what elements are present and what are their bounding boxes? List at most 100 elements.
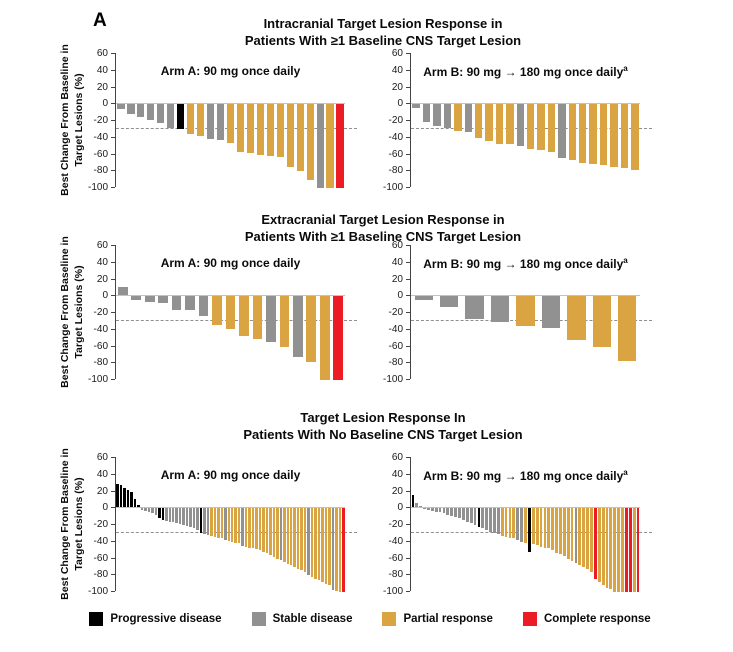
waterfall-bar — [473, 508, 477, 525]
y-tick-label: 60 — [96, 452, 108, 463]
waterfall-bar — [239, 296, 249, 337]
waterfall-bar — [438, 508, 442, 513]
arm-label: Arm B: 90 mg → 180 mg once dailya — [411, 256, 640, 271]
waterfall-bar — [504, 508, 508, 537]
waterfall-bar — [427, 508, 430, 510]
waterfall-bar — [342, 508, 345, 592]
waterfall-bar — [144, 508, 147, 511]
waterfall-bar — [310, 508, 314, 577]
waterfall-bar — [130, 492, 133, 508]
y-tick-mark — [111, 507, 115, 509]
waterfall-bar — [414, 296, 433, 301]
y-tick-label: 0 — [397, 290, 403, 302]
waterfall-bar — [609, 508, 613, 590]
y-tick-label: -80 — [388, 165, 403, 177]
waterfall-bar — [151, 508, 154, 514]
waterfall-bar — [196, 508, 199, 531]
y-tick-mark — [111, 362, 115, 364]
waterfall-bar — [506, 104, 514, 145]
y-tick-mark — [111, 473, 115, 475]
waterfall-bar — [589, 104, 597, 164]
waterfall-bar — [289, 508, 293, 566]
y-tick-label: -80 — [388, 569, 403, 581]
arm-label-superscript: a — [623, 256, 628, 265]
waterfall-bar — [158, 508, 161, 519]
arm-label-superscript: a — [623, 468, 628, 477]
waterfall-bar — [127, 104, 135, 115]
waterfall-bar — [144, 296, 155, 303]
zero-baseline — [116, 295, 345, 297]
waterfall-bar — [625, 508, 628, 592]
waterfall-bar — [168, 508, 171, 522]
waterfall-bar — [485, 508, 489, 531]
y-tick-mark — [406, 490, 410, 492]
waterfall-bar — [490, 296, 510, 323]
y-tick-mark — [406, 187, 410, 188]
y-tick-label: -20 — [388, 519, 403, 530]
legend-item: Complete response — [522, 612, 651, 626]
waterfall-bar — [293, 508, 296, 567]
waterfall-bar — [331, 508, 335, 591]
waterfall-bar — [140, 508, 144, 510]
waterfall-bar — [531, 508, 535, 545]
waterfall-bar — [636, 508, 640, 592]
y-tick-label: 0 — [397, 502, 403, 514]
y-tick-label: -40 — [93, 131, 108, 143]
arm-label: Arm A: 90 mg once daily — [116, 468, 345, 482]
y-tick-label: -40 — [93, 535, 108, 547]
waterfall-bar — [175, 508, 178, 524]
waterfall-bar — [434, 508, 438, 512]
waterfall-bar — [411, 494, 415, 508]
arm-label-text: Arm A: 90 mg once daily — [160, 468, 301, 482]
y-tick-mark — [111, 120, 115, 121]
waterfall-bar — [559, 508, 562, 555]
waterfall-bar — [465, 508, 469, 522]
waterfall-bar — [547, 104, 556, 152]
section-title: Extracranial Target Lesion Response in Pa… — [60, 212, 706, 246]
waterfall-bar — [147, 508, 151, 513]
waterfall-bar — [117, 286, 128, 296]
waterfall-bar — [158, 296, 168, 303]
section-title-line1: Intracranial Target Lesion Response in — [263, 16, 503, 31]
waterfall-bar — [251, 508, 255, 549]
legend-swatch — [522, 612, 537, 626]
y-tick-mark — [406, 278, 410, 280]
plot-area: Arm B: 90 mg → 180 mg once dailya — [411, 457, 652, 592]
waterfall-bar — [516, 296, 535, 326]
waterfall-bar — [279, 296, 290, 348]
waterfall-bar — [419, 505, 423, 508]
arm-label: Arm A: 90 mg once daily — [116, 64, 345, 78]
waterfall-bar — [206, 508, 210, 536]
waterfall-bar — [216, 104, 225, 141]
waterfall-bar — [154, 508, 158, 515]
waterfall-bar — [172, 508, 175, 523]
waterfall-bar — [333, 296, 344, 380]
y-tick-mark — [406, 53, 410, 54]
y-tick-mark — [406, 473, 410, 475]
y-tick-label: -100 — [87, 374, 108, 385]
waterfall-bar — [574, 508, 578, 563]
waterfall-bar — [543, 508, 547, 548]
y-tick-label: 20 — [391, 273, 403, 285]
arm-label-superscript: a — [623, 64, 628, 73]
y-tick-label: 40 — [391, 468, 403, 480]
y-tick-label: 60 — [96, 240, 108, 251]
y-tick-mark — [111, 53, 115, 54]
y-tick-mark — [406, 261, 410, 263]
waterfall-bar — [605, 508, 609, 588]
y-tick-mark — [406, 557, 410, 559]
legend-swatch — [382, 612, 397, 626]
waterfall-bar — [617, 508, 621, 592]
y-tick-label: -80 — [93, 569, 108, 581]
y-tick-mark — [406, 312, 410, 313]
waterfall-bar — [412, 104, 420, 109]
y-tick-label: -60 — [93, 340, 108, 352]
y-tick-mark — [406, 457, 410, 458]
y-tick-mark — [111, 261, 115, 263]
section-title: Target Lesion Response In Patients With N… — [60, 410, 706, 444]
waterfall-bar — [526, 104, 535, 149]
waterfall-bar — [579, 104, 587, 163]
waterfall-bar — [283, 508, 286, 562]
waterfall-bar — [570, 508, 574, 561]
